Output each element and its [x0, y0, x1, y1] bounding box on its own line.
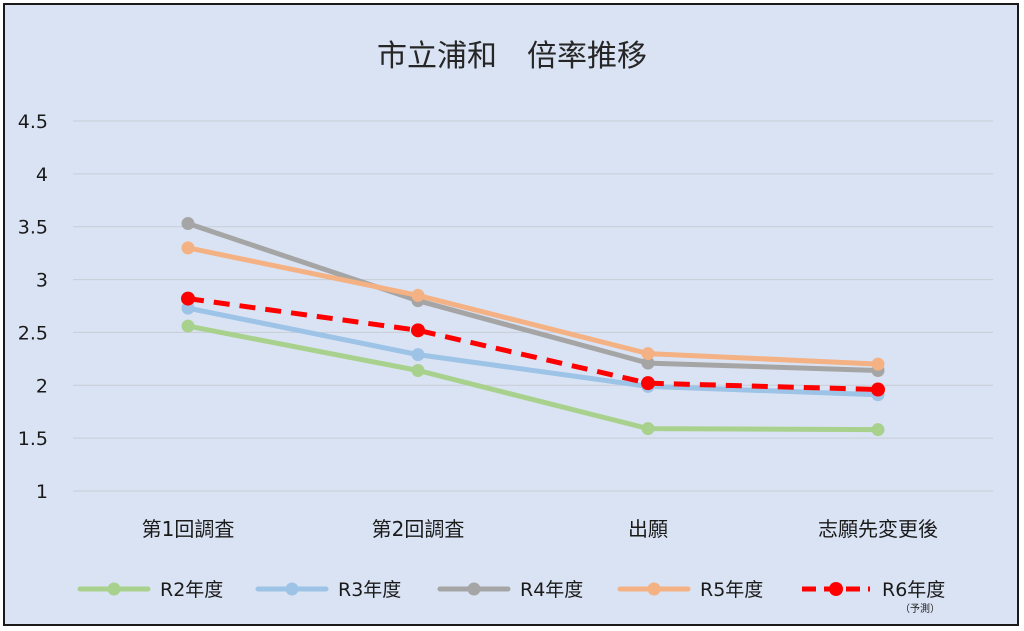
- y-tick-label: 1: [36, 481, 48, 503]
- legend-label: R6年度: [882, 579, 945, 601]
- series-line: [185, 221, 881, 373]
- series-line: [185, 245, 881, 367]
- gridlines: [73, 120, 993, 492]
- data-point: [181, 319, 195, 333]
- series-line: [185, 323, 881, 433]
- legend-item: R4年度: [437, 579, 583, 601]
- x-tick-label: 出願: [628, 517, 668, 541]
- legend-marker: [285, 582, 299, 596]
- y-tick-label: 3: [36, 270, 48, 292]
- legend-label: R5年度: [700, 579, 763, 601]
- y-tick-label: 3.5: [18, 217, 48, 239]
- y-axis-ticks: 1 1.5 2 2.5 3 3.5 4 4.5: [18, 111, 48, 503]
- data-point: [181, 291, 195, 306]
- data-point: [181, 217, 195, 231]
- x-tick-label: 第2回調査: [372, 517, 465, 541]
- y-tick-label: 1.5: [18, 428, 48, 450]
- data-point: [411, 288, 425, 302]
- legend-label: R3年度: [338, 579, 401, 601]
- data-point: [871, 423, 885, 437]
- data-point: [181, 301, 195, 315]
- data-point: [411, 323, 425, 338]
- data-point: [641, 376, 655, 391]
- data-point: [641, 347, 655, 361]
- legend-marker: [829, 582, 843, 596]
- x-axis-ticks: 第1回調査 第2回調査 出願 志願先変更後: [142, 517, 938, 541]
- x-tick-label: 第1回調査: [142, 517, 235, 541]
- legend-label: R4年度: [520, 579, 583, 601]
- series-2: [181, 217, 885, 377]
- y-tick-label: 2: [36, 375, 48, 397]
- legend-label: R2年度: [160, 579, 223, 601]
- series-4: [181, 291, 885, 397]
- legend-note: （予測）: [900, 602, 940, 615]
- data-point: [641, 356, 655, 370]
- legend-item: R3年度: [255, 579, 401, 601]
- chart-frame: [3, 3, 1019, 626]
- y-tick-label: 4: [36, 164, 48, 186]
- data-point: [181, 241, 195, 255]
- legend-marker: [467, 582, 481, 596]
- legend-item: R6年度（予測）: [802, 579, 945, 615]
- legend-item: R2年度: [77, 579, 223, 601]
- y-tick-label: 4.5: [18, 111, 48, 133]
- legend-marker: [107, 582, 121, 596]
- chart-title: 市立浦和 倍率推移: [377, 39, 647, 74]
- data-point: [871, 357, 885, 371]
- legend: R2年度 R3年度 R4年度 R5年度 R6年度（予測）: [77, 579, 945, 615]
- data-point: [411, 363, 425, 377]
- legend-marker: [647, 582, 661, 596]
- data-point: [411, 348, 425, 362]
- series-line: [185, 305, 881, 398]
- series-3: [181, 241, 885, 371]
- x-tick-label: 志願先変更後: [818, 517, 938, 541]
- data-point: [641, 422, 655, 436]
- data-point: [871, 382, 885, 397]
- series-lines: [181, 217, 885, 437]
- series-0: [181, 319, 885, 437]
- y-tick-label: 2.5: [18, 322, 48, 344]
- legend-item: R5年度: [617, 579, 763, 601]
- series-line: [187, 296, 879, 393]
